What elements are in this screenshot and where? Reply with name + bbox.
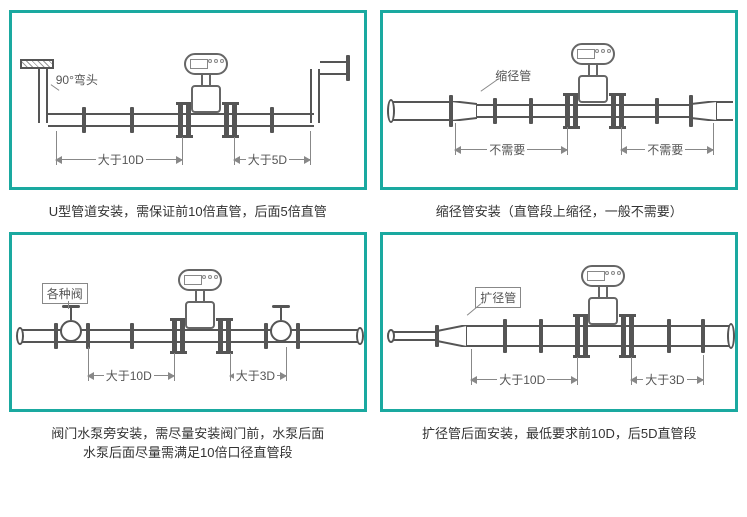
left-riser: [38, 69, 48, 123]
dim4-up-label: 大于10D: [497, 371, 547, 388]
ext-2: [182, 137, 183, 165]
p4-mf1: [575, 317, 580, 355]
transmitter-icon: [184, 53, 228, 113]
p3e3: [230, 353, 231, 381]
ext-4: [310, 131, 311, 165]
p4-f3: [539, 319, 543, 353]
p4-mf4: [629, 317, 634, 355]
p4e4: [703, 355, 704, 385]
right-stub: [320, 61, 348, 75]
p4-f4: [667, 319, 671, 353]
diagram-grid: 90°弯头 大于10D 大于5D U型管道安装，需保证前10倍直管，后面5倍直管: [8, 10, 739, 463]
p4-leader: [467, 303, 481, 315]
reducer-label: 缩径管: [495, 67, 531, 84]
p3e4: [286, 347, 287, 381]
dim3-dn-label: 大于3D: [234, 367, 277, 384]
right-stub-flange: [346, 55, 350, 81]
valve-right-icon: [270, 305, 292, 342]
elbow-label: 90°弯头: [56, 71, 98, 88]
panel-4-caption: 扩径管后面安装，最低要求前10D，后5D直管段: [422, 424, 696, 444]
panel-valve: 各种阀 大于10D 大于3D 阀门水泵旁安装，需尽量安装阀门前，水泵后面 水泵后…: [8, 232, 368, 463]
valve-label: 各种阀: [42, 283, 88, 304]
p3-mf1: [172, 321, 177, 351]
transmitter-icon-3: [178, 269, 222, 329]
dim2-dn-label: 不需要: [645, 141, 685, 158]
p3-cap-l: [16, 327, 24, 345]
p4-f1: [435, 325, 439, 347]
expander-cone: [691, 101, 717, 121]
flange-3: [270, 107, 274, 133]
dim-upstream-label: 大于10D: [96, 151, 146, 168]
panel-2-caption: 缩径管安装（直管段上缩径，一般不需要）: [436, 202, 683, 222]
meter-flange-r2: [232, 105, 237, 135]
transmitter-icon-2: [571, 43, 615, 103]
dim3-up-label: 大于10D: [104, 367, 154, 384]
p3-cap-r: [356, 327, 364, 345]
p3-mf4: [226, 321, 231, 351]
p3e1: [88, 347, 89, 381]
e2: [567, 127, 568, 155]
flange-1: [82, 107, 86, 133]
caption-3-l2: 水泵后面尽量需满足10倍口径直管段: [83, 445, 292, 460]
fl-d: [655, 98, 659, 124]
panel-3-box: 各种阀 大于10D 大于3D: [9, 232, 367, 412]
p4e2: [577, 357, 578, 385]
caption-3-l1: 阀门水泵旁安装，需尽量安装阀门前，水泵后面: [51, 426, 324, 441]
p3-f3: [130, 323, 134, 349]
p4-f2: [503, 319, 507, 353]
p4e3: [631, 357, 632, 385]
p3-f2: [86, 323, 90, 349]
p4-f5: [701, 319, 705, 353]
e3: [621, 127, 622, 155]
fl-e: [689, 95, 693, 127]
p4-cap-l: [387, 329, 395, 343]
panel-1-box: 90°弯头 大于10D 大于5D: [9, 10, 367, 190]
p4-cap-r: [727, 323, 735, 349]
dim2-up-label: 不需要: [487, 141, 527, 158]
reducer-leader: [481, 79, 498, 91]
p4-cone: [437, 325, 467, 347]
panel-reducer: 缩径管 不需要 不需要 缩径管安装（直管段上缩径，一般不需要）: [380, 10, 740, 222]
p3-f4: [264, 323, 268, 349]
panel-expander: 扩径管 大于10D 大于3D 扩径管后面安装，最低要求前10D，后5D直管段: [380, 232, 740, 463]
ext-1: [56, 131, 57, 165]
p4-narrow: [391, 331, 437, 341]
fl-b: [493, 98, 497, 124]
left-wide-pipe: [391, 101, 451, 121]
panel-u-pipe: 90°弯头 大于10D 大于5D U型管道安装，需保证前10倍直管，后面5倍直管: [8, 10, 368, 222]
mfl-r2: [619, 96, 624, 126]
e4: [713, 123, 714, 155]
p4e1: [471, 349, 472, 385]
right-riser: [310, 69, 320, 123]
expander-label: 扩径管: [475, 287, 521, 308]
base-plate: [20, 59, 54, 69]
flange-2: [130, 107, 134, 133]
reducer-cone: [451, 101, 477, 121]
p3-f5: [296, 323, 300, 349]
fl-c: [529, 98, 533, 124]
meter-flange-l1: [178, 105, 183, 135]
panel-3-caption: 阀门水泵旁安装，需尽量安装阀门前，水泵后面 水泵后面尽量需满足10倍口径直管段: [51, 424, 324, 463]
valve-left-icon: [60, 305, 82, 342]
dim4-dn-label: 大于3D: [643, 371, 686, 388]
transmitter-icon-4: [581, 265, 625, 325]
dim-downstream-label: 大于5D: [246, 151, 289, 168]
fl-a: [449, 95, 453, 127]
mfl-l1: [565, 96, 570, 126]
narrow-pipe: [477, 104, 691, 118]
ext-3: [234, 137, 235, 165]
valve-leader: [68, 301, 69, 309]
panel-4-box: 扩径管 大于10D 大于3D: [380, 232, 738, 412]
e1: [455, 123, 456, 155]
panel-2-box: 缩径管 不需要 不需要: [380, 10, 738, 190]
right-wide-pipe: [717, 101, 733, 121]
p3-f1: [54, 323, 58, 349]
panel-1-caption: U型管道安装，需保证前10倍直管，后面5倍直管: [49, 202, 327, 222]
p3e2: [174, 353, 175, 381]
